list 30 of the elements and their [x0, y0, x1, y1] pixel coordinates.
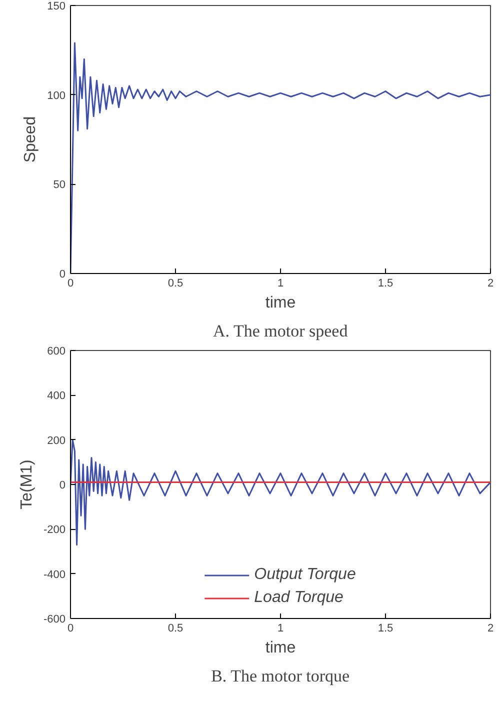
- y-tick-label: 0: [59, 268, 66, 280]
- x-tick-label: 2: [487, 622, 494, 634]
- x-tick-label: 0: [67, 278, 74, 290]
- y-tick-label: 100: [47, 90, 66, 102]
- x-tick-label: 0.5: [168, 622, 184, 634]
- x-axis-title: time: [265, 640, 296, 656]
- y-tick-label: 0: [59, 480, 66, 492]
- x-axis-title: time: [265, 294, 296, 312]
- text: B. The motor torque: [211, 666, 350, 686]
- y-tick-label: 200: [47, 434, 66, 447]
- legend-label: Load Torque: [254, 589, 344, 607]
- y-tick-label: 600: [47, 346, 66, 358]
- y-axis-title: Speed: [22, 116, 40, 163]
- x-tick-label: 1.5: [378, 622, 394, 634]
- y-tick-label: 50: [53, 179, 66, 192]
- y-tick-label: -600: [43, 614, 66, 626]
- x-tick-label: 1.5: [378, 278, 394, 290]
- y-tick-label: -400: [43, 568, 66, 581]
- y-tick-label: 150: [47, 0, 66, 12]
- x-tick-label: 1: [277, 622, 284, 634]
- x-tick-label: 0.5: [168, 278, 184, 290]
- x-tick-label: 0: [67, 622, 74, 634]
- y-tick-label: 400: [47, 390, 66, 402]
- line-series: [70, 439, 490, 546]
- legend-label: Output Torque: [254, 566, 356, 584]
- x-tick-label: 2: [487, 278, 494, 290]
- x-tick-label: 1: [277, 278, 284, 290]
- y-tick-label: -200: [43, 524, 66, 536]
- y-axis-title: Te(M1): [18, 460, 36, 510]
- text: A. The motor speed: [212, 322, 348, 340]
